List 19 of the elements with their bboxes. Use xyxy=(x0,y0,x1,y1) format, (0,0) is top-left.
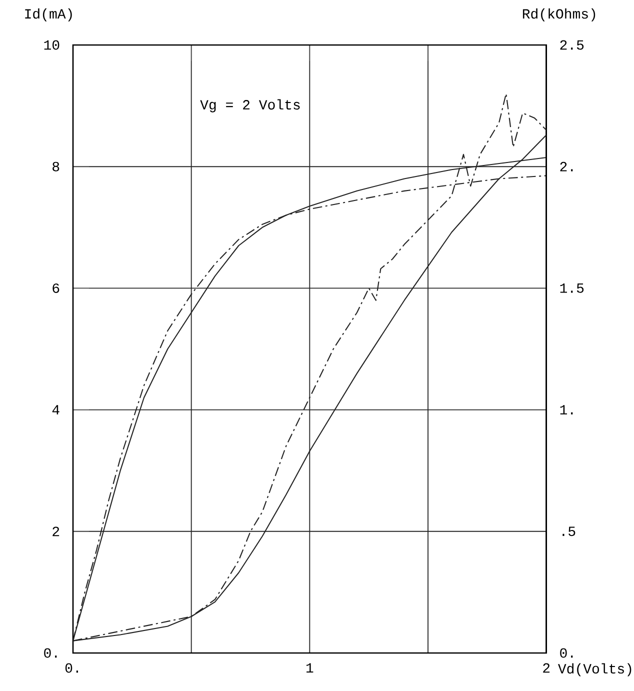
y2-tick-label: 2.5 xyxy=(560,40,584,50)
y-tick-label: 10 xyxy=(44,40,60,50)
annotation: Vg = 2 Volts xyxy=(200,99,300,112)
y2-axis-title: Rd(kOhms) xyxy=(522,8,596,22)
y-tick-label: 6 xyxy=(52,283,60,293)
y2-tick-label: 1.5 xyxy=(560,284,584,293)
y2-tick-label: .5 xyxy=(562,526,576,536)
y2-tick-label: 2. xyxy=(560,162,573,172)
y2-tick-label: 0. xyxy=(560,648,573,658)
x-tick-label: 2 xyxy=(543,663,550,673)
x-tick-label: 1 xyxy=(306,663,314,672)
y2-tick-label: 1. xyxy=(560,405,573,414)
y-tick-label: 0. xyxy=(44,648,57,658)
y-tick-label: 2 xyxy=(52,526,60,536)
y-axis-title: Id(mA) xyxy=(25,8,72,22)
y-tick-label: 8 xyxy=(52,162,60,172)
x-axis-title: Vd(Volts) xyxy=(558,663,632,676)
x-tick-label: 0. xyxy=(65,663,78,673)
y-tick-label: 4 xyxy=(52,405,60,414)
